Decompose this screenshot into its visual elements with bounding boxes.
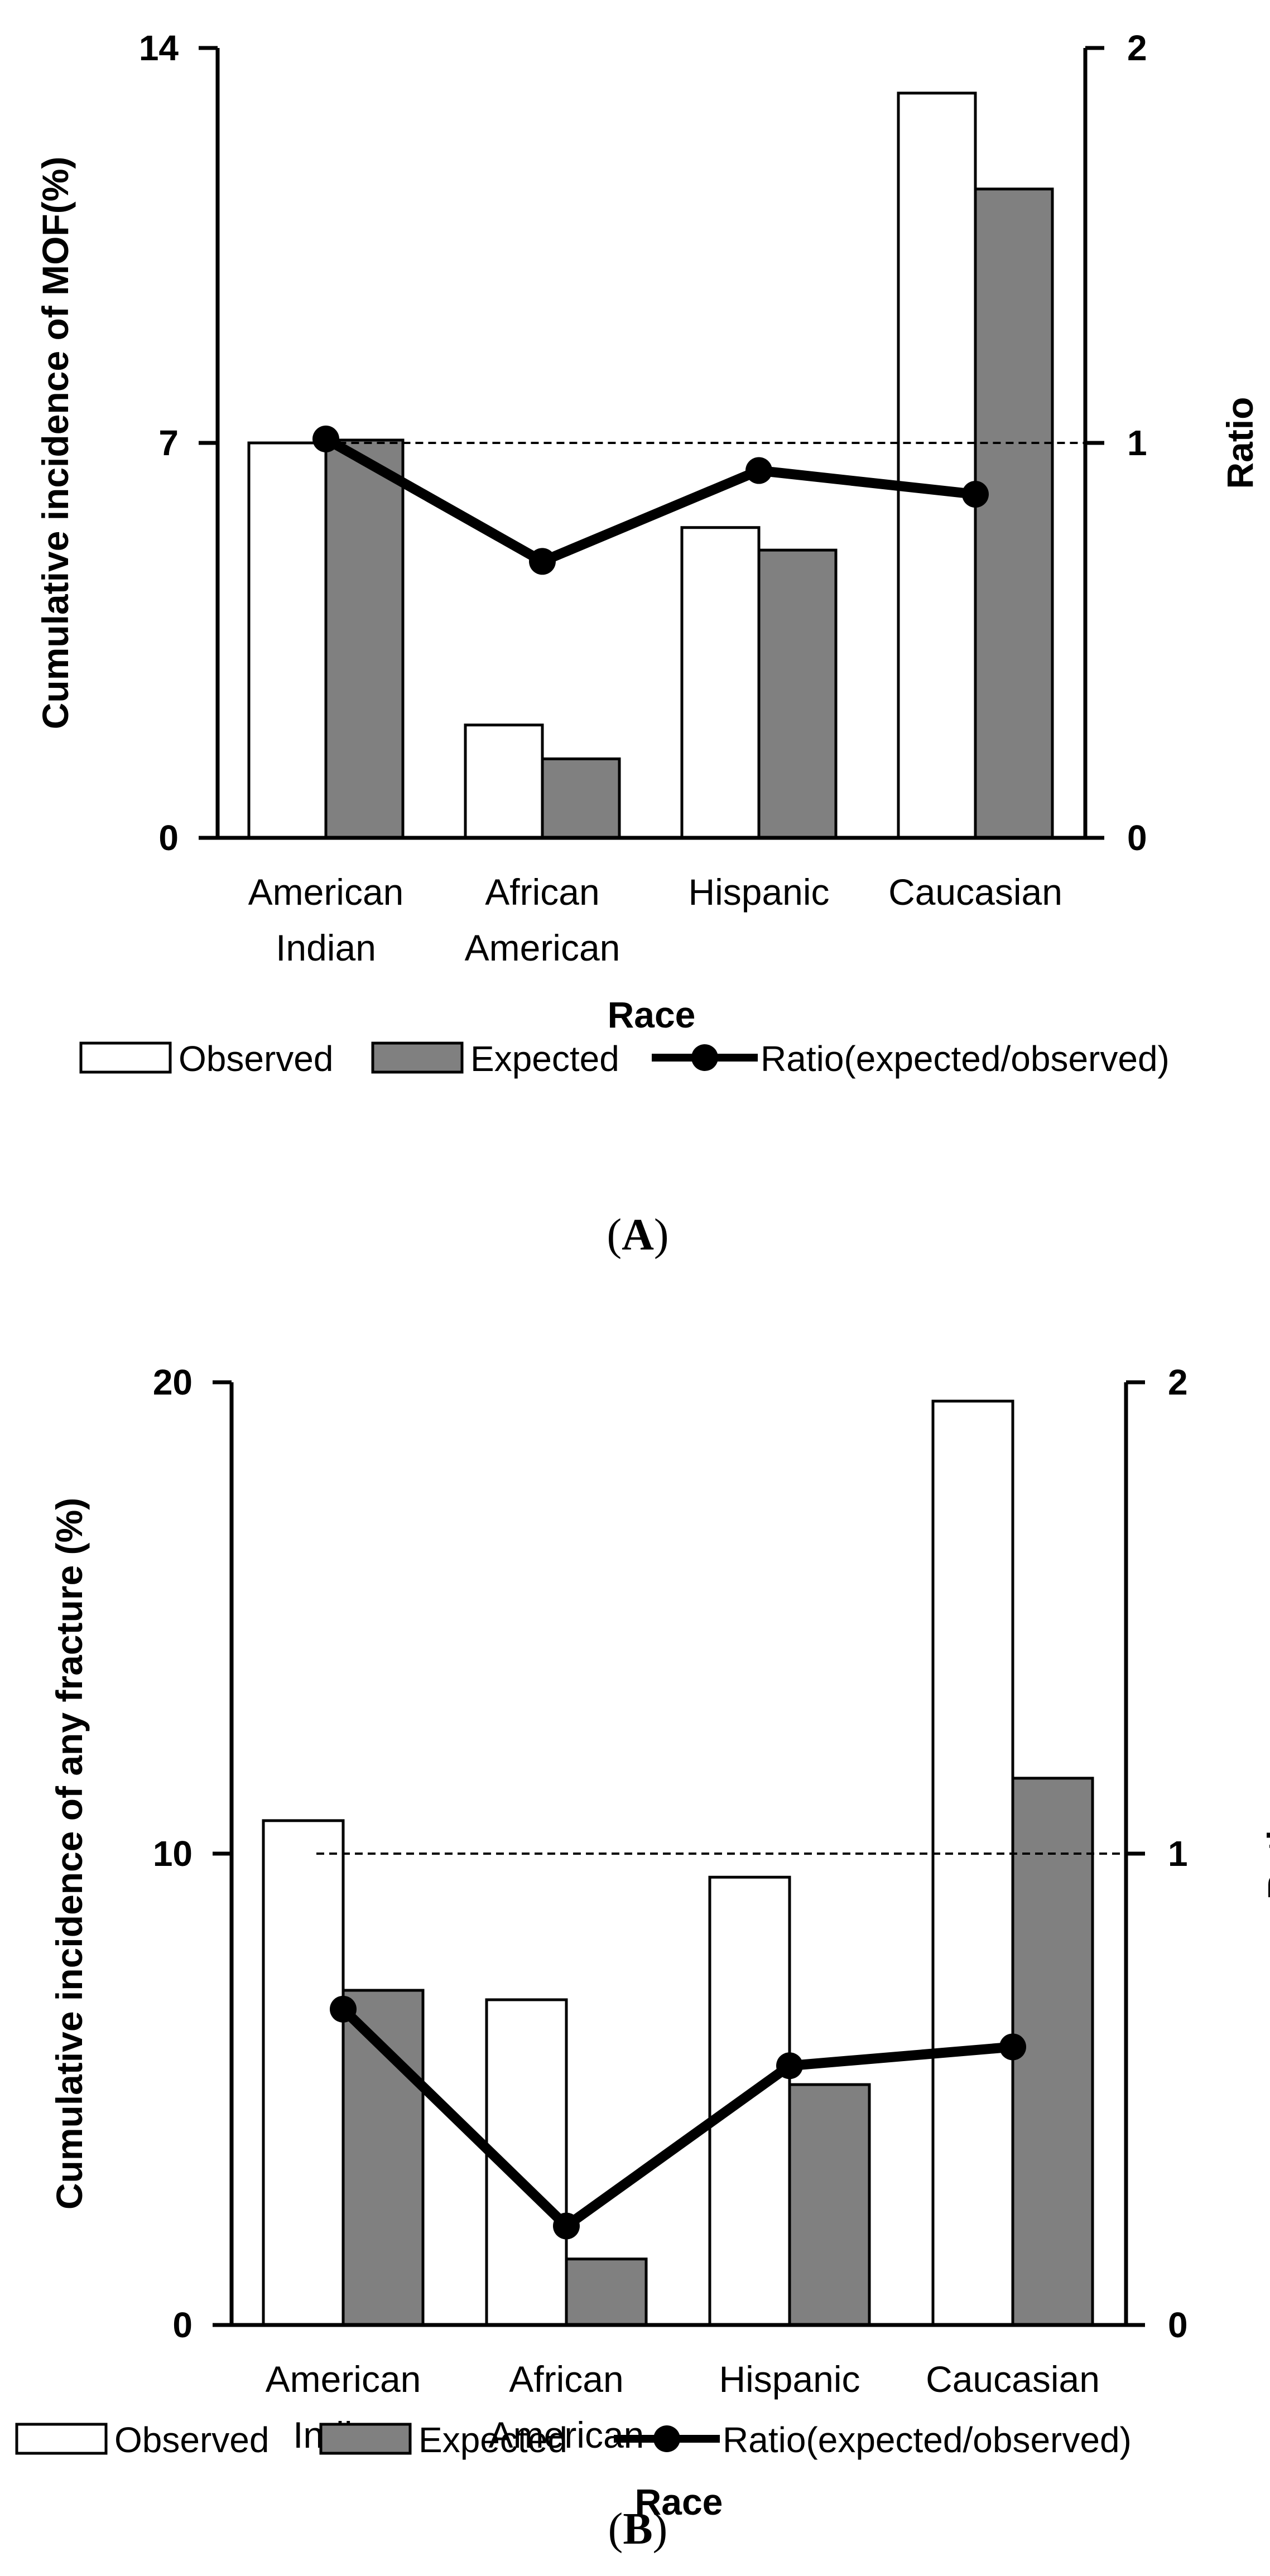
x-axis-title: Race <box>608 994 696 1035</box>
bar-observed <box>931 1400 1014 2327</box>
right-tick-label: 0 <box>1168 2305 1188 2345</box>
category-label: Caucasian <box>926 2358 1100 2400</box>
category-label: Hispanic <box>719 2358 860 2400</box>
legend-ratio-label: Ratio(expected/observed) <box>723 2420 1132 2460</box>
ratio-line <box>338 2004 1018 2231</box>
left-axis-ticks: 0 7 14 <box>139 28 218 858</box>
bar-expected <box>565 2257 648 2327</box>
ratio-points <box>312 425 989 575</box>
left-tick-label: 7 <box>158 423 179 463</box>
ratio-point <box>745 457 772 484</box>
observed-bars <box>262 1400 1014 2327</box>
left-tick-label: 10 <box>153 1834 193 1874</box>
right-axis-ticks: 0 1 2 <box>1126 1362 1188 2345</box>
observed-bars <box>247 91 977 840</box>
legend-expected-swatch <box>319 2423 412 2455</box>
expected-bars <box>341 1777 1094 2327</box>
category-label: Caucasian <box>888 871 1062 913</box>
right-tick-label: 2 <box>1168 1362 1188 1402</box>
legend-observed-label: Observed <box>114 2420 269 2460</box>
ratio-point <box>312 425 339 452</box>
panel-label: (A) <box>607 1210 668 1260</box>
bar-expected <box>1011 1777 1094 2327</box>
expected-bars <box>324 187 1054 840</box>
y-axis-title: Cumulative incidence of any fracture (%) <box>49 1498 90 2210</box>
legend-expected-label: Expected <box>418 2420 567 2460</box>
category-label: African American <box>465 871 620 968</box>
ratio-point <box>529 548 556 575</box>
y2-axis-title: Ratio <box>1260 1808 1270 1900</box>
bar-expected <box>788 2083 871 2327</box>
bar-observed <box>708 1875 791 2327</box>
category-label: Hispanic <box>688 871 829 913</box>
left-tick-label: 0 <box>158 818 179 858</box>
legend-ratio-label: Ratio(expected/observed) <box>761 1039 1170 1079</box>
left-tick-label: 20 <box>153 1362 193 1402</box>
bar-observed <box>680 526 761 840</box>
right-tick-label: 1 <box>1127 423 1147 463</box>
panel-letter: B <box>623 2505 652 2554</box>
left-tick-label: 0 <box>172 2305 193 2345</box>
ratio-point <box>553 2212 580 2240</box>
right-tick-label: 0 <box>1127 818 1147 858</box>
right-axis-ticks: 0 1 2 <box>1085 28 1147 858</box>
y-axis-title: Cumulative incidence of MOF(%) <box>35 157 76 730</box>
left-axis-ticks: 0 10 20 <box>153 1362 232 2345</box>
bar-observed <box>262 1819 345 2327</box>
x-axis-title: Race <box>635 2481 723 2522</box>
bar-expected <box>974 187 1054 840</box>
ratio-point <box>962 481 989 508</box>
y2-axis-title: Ratio <box>1219 397 1261 489</box>
panel-label: (B) <box>608 2505 668 2554</box>
legend-observed-swatch <box>15 2423 108 2455</box>
bar-observed <box>247 441 328 840</box>
legend-ratio-marker <box>691 1044 718 1071</box>
legend-expected-label: Expected <box>470 1039 619 1079</box>
ratio-point <box>999 2033 1026 2061</box>
legend-expected-swatch <box>371 1041 464 1074</box>
legend-ratio-marker <box>653 2425 680 2452</box>
bar-observed <box>464 723 544 840</box>
legend: Observed Expected Ratio(expected/observe… <box>15 2420 1132 2460</box>
bar-expected <box>341 1989 425 2327</box>
bar-expected <box>324 438 405 840</box>
chart-panel-a: 0 7 14 0 1 2 American Indian African American Hi… <box>35 28 1261 1260</box>
legend-observed-label: Observed <box>179 1039 333 1079</box>
left-tick-label: 14 <box>139 28 179 68</box>
ratio-point <box>776 2052 803 2080</box>
ratio-line <box>321 433 980 567</box>
right-tick-label: 1 <box>1168 1834 1188 1874</box>
bar-observed <box>897 91 977 840</box>
right-tick-label: 2 <box>1127 28 1147 68</box>
legend-observed-swatch <box>79 1041 172 1074</box>
bar-expected <box>757 548 838 840</box>
ratio-points <box>330 1995 1026 2240</box>
ratio-point <box>330 1995 357 2023</box>
bar-expected <box>541 757 621 840</box>
panel-letter: A <box>622 1210 654 1260</box>
legend: Observed Expected Ratio(expected/observe… <box>79 1039 1170 1079</box>
